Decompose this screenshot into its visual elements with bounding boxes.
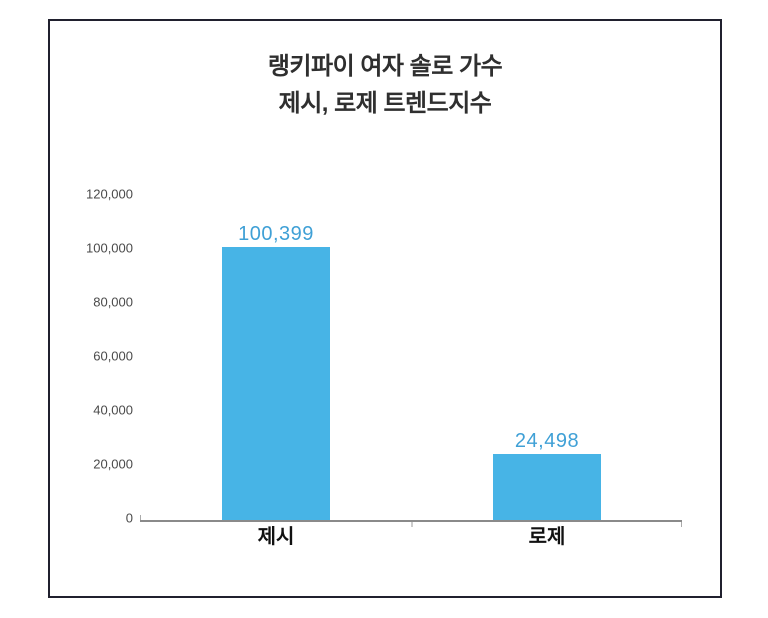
y-tick-label: 80,000 (93, 294, 133, 309)
y-tick-label: 40,000 (93, 402, 133, 417)
y-tick-label: 120,000 (86, 186, 133, 201)
bar-value-label: 100,399 (238, 223, 314, 245)
y-tick-label: 0 (125, 510, 133, 525)
x-category-label: 로제 (528, 526, 566, 548)
y-tick-label: 60,000 (93, 348, 133, 363)
chart-title: 랭키파이 여자 솔로 가수 제시, 로제 트렌드지수 (48, 48, 722, 122)
chart-frame (48, 19, 722, 598)
bar-2 (493, 454, 601, 521)
axis-tick-left (139, 515, 141, 520)
y-tick-label: 20,000 (93, 456, 133, 471)
bar-1 (222, 247, 330, 521)
chart-title-line2: 제시, 로제 트렌드지수 (278, 90, 492, 117)
bar-value-label: 24,498 (514, 430, 580, 452)
axis-tick-middle (411, 522, 413, 527)
axis-tick-right (680, 522, 682, 527)
x-axis-line (140, 520, 682, 522)
x-category-label: 제시 (257, 526, 295, 548)
chart-title-line1: 랭키파이 여자 솔로 가수 (267, 53, 503, 80)
y-tick-label: 100,000 (86, 240, 133, 255)
